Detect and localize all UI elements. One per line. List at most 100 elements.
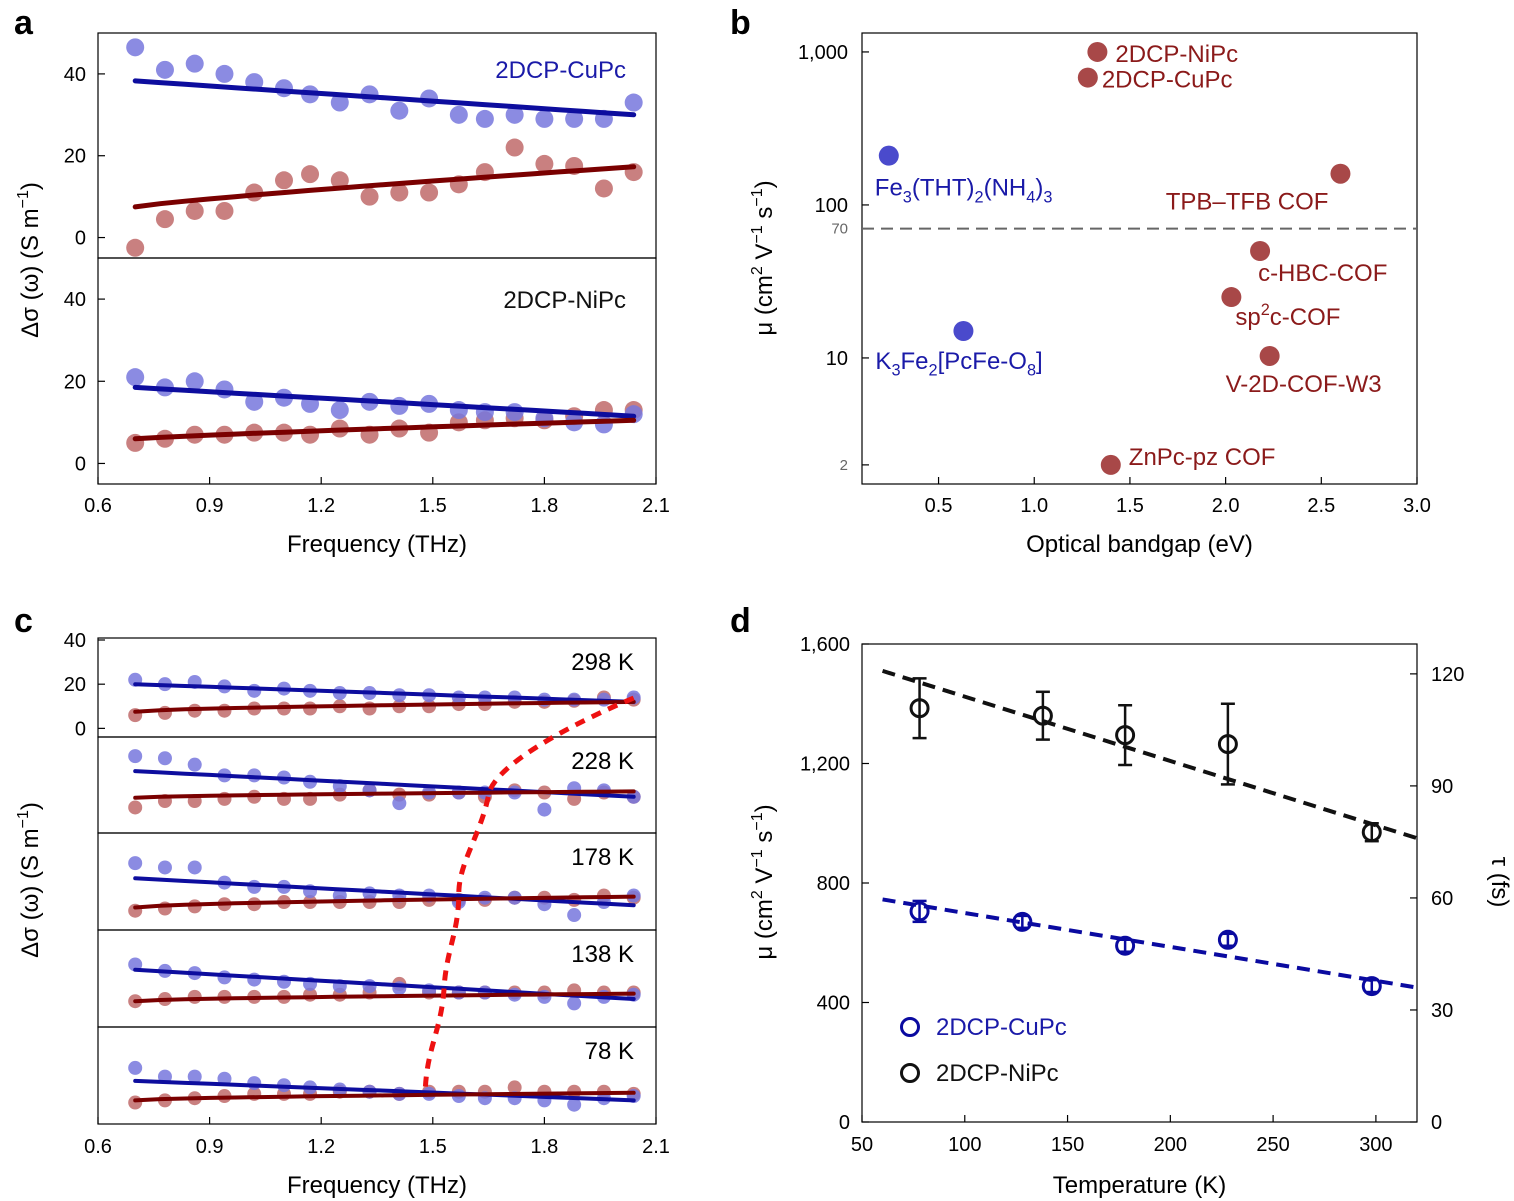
data-point-real [624,93,643,112]
data-point-imaginary [301,425,320,444]
data-point-real [187,757,202,772]
y-axis-label-part: −1 [749,812,766,830]
data-point-real [362,886,377,901]
plot-frame [861,643,1418,1123]
x-tick-label: 1.8 [530,1136,558,1158]
fit-line-2DCP-NiPc [881,668,1418,841]
data-point-real [567,1097,582,1112]
legend-marker [900,1017,920,1037]
y-axis-label-part: 2 [749,266,766,275]
data-point-real [475,109,494,128]
data-point-imaginary [185,201,204,220]
y-tick-label: 1,000 [798,42,848,64]
data-point-imaginary [215,201,234,220]
y-tick-label: 20 [64,674,86,696]
point-label-part: K [875,348,891,375]
x-tick-label: 1.2 [307,1136,335,1158]
y-right-tick-label: 0 [1431,1112,1442,1134]
fit-line-real [132,78,637,118]
subplot-label: 2DCP-CuPc [495,57,626,84]
y-tick-label: 40 [64,289,86,311]
point-label-part: 3 [903,188,912,206]
y-axis-label-part: V [751,868,778,891]
data-point-imaginary [128,800,143,815]
data-point-2DCP-NiPc [1032,705,1053,726]
x-axis-label: Frequency (THz) [287,531,467,558]
data-point [1259,345,1280,366]
x-tick-label: 0.9 [196,1136,224,1158]
data-point-real [128,749,143,764]
data-point-2DCP-NiPc [1217,734,1238,755]
data-point-imaginary [330,171,349,190]
data-point-real [330,401,349,420]
panel-b-chart: 0.5 1.0 1.5 2.0 2.5 3.0 2 10 70 100 1,000 2DCP-NiPc… [749,32,1431,558]
y-axis-label-part: s [751,207,778,226]
data-point [953,321,974,341]
y-axis-label-part: ) [17,802,44,810]
y-axis-label-part: Δσ (ω) (S m [17,828,44,958]
point-label-part: Fe [901,348,929,375]
y-axis-label-part: s [751,831,778,850]
data-point-real [128,1060,143,1075]
data-point-real [565,109,584,128]
x-tick-label: 200 [1154,1134,1187,1156]
x-tick-label: 100 [948,1134,981,1156]
y-tick-label: 40 [64,630,86,652]
subplot-label: 138 K [571,941,634,968]
y-axis-label-part: μ (cm [751,275,778,335]
data-point-real [247,1076,262,1091]
point-label-part: sp [1235,304,1260,331]
data-point-real [390,101,409,120]
point-label: sp2c-COF [1235,301,1340,331]
x-tick-label: 150 [1051,1134,1084,1156]
data-point-real [217,970,232,985]
data-point-real [245,392,264,411]
subplot-label: 78 K [585,1038,634,1065]
y-tick-label: 400 [817,993,850,1015]
x-tick-label: 1.0 [1020,495,1048,517]
data-point-real [505,105,524,124]
data-point-imaginary [187,989,202,1004]
panel-label-b: b [730,4,751,42]
data-point-real [567,996,582,1011]
panel-d-chart: 50 100 150 200 250 300 0 400 800 1,200 1,600 0 30 60 9… [749,634,1513,1199]
y-axis-label-part: −1 [749,225,766,243]
point-label-part: 2 [929,362,938,380]
y-tick-label: 10 [826,348,848,370]
point-label-part: ] [1036,348,1043,375]
x-tick-label: 0.5 [925,495,953,517]
data-point-real [215,64,234,83]
y-axis-label-part: Δσ (ω) (S m [17,208,44,338]
data-point-real [449,105,468,124]
data-point-2DCP-CuPc [1012,911,1033,932]
data-point [1077,67,1098,88]
data-point-imaginary [505,138,524,157]
data-point-real [157,751,172,766]
point-label-part: 8 [1027,362,1036,380]
point-label: Fe3(THT)2(NH4)3 [875,175,1053,207]
data-point [1221,287,1242,308]
point-label: ZnPc-pz COF [1129,444,1276,471]
x-tick-label: 1.5 [1116,495,1144,517]
x-tick-label: 1.5 [419,495,447,517]
y-axis-label: Δσ (ω) (S m−1) [15,802,44,958]
data-point-real [390,396,409,415]
x-tick-label: 1.5 [419,1136,447,1158]
data-point-real [537,802,552,817]
x-tick-label: 50 [851,1134,873,1156]
fit-line-imaginary [133,894,636,910]
data-point-real [185,54,204,73]
point-label-part: 3 [891,362,900,380]
subplot-label: 178 K [571,844,634,871]
data-point-real [215,380,234,399]
x-tick-label: 1.8 [530,495,558,517]
y-right-tick-label: 30 [1431,1000,1453,1022]
point-label-part: [PcFe-O [938,348,1027,375]
y-axis-label-part: ) [751,180,778,188]
data-point-imaginary [390,183,409,202]
data-point-2DCP-CuPc [1217,929,1238,950]
data-point-real [330,93,349,112]
data-point-real [128,957,143,972]
data-point-imaginary [275,171,293,190]
